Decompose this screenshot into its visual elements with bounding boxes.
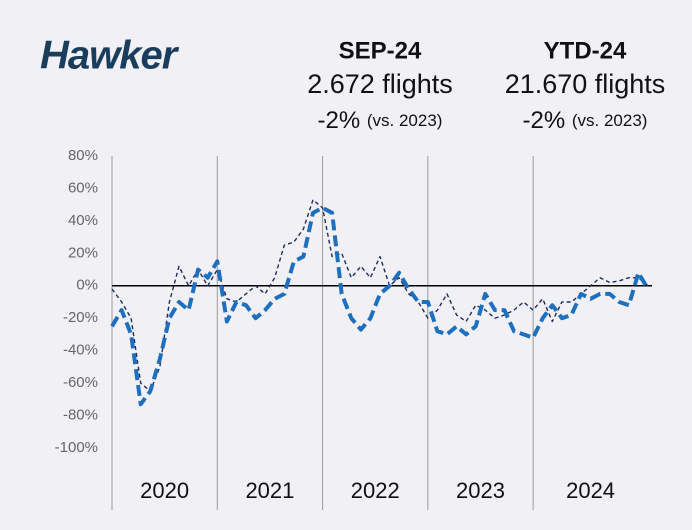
stat-flights: 21.670 flights bbox=[505, 69, 666, 99]
x-tick-label: 2020 bbox=[140, 478, 189, 503]
stat-change: -2% (vs. 2023) bbox=[523, 107, 648, 134]
stat-period: SEP-24 bbox=[339, 37, 422, 64]
y-tick-label: 40% bbox=[68, 212, 98, 229]
y-tick-label: 0% bbox=[76, 277, 98, 294]
x-tick-label: 2022 bbox=[351, 478, 400, 503]
x-tick-label: 2023 bbox=[456, 478, 505, 503]
stat-note: (vs. 2023) bbox=[367, 111, 443, 130]
stat-change: -2% (vs. 2023) bbox=[318, 107, 443, 134]
stat-note: (vs. 2023) bbox=[572, 111, 648, 130]
y-tick-label: -100% bbox=[55, 439, 98, 456]
stat-change-value: -2% bbox=[523, 107, 566, 134]
y-tick-label: -40% bbox=[63, 342, 98, 359]
y-tick-label: -80% bbox=[63, 407, 98, 424]
y-tick-label: 20% bbox=[68, 244, 98, 261]
stat-flights: 2.672 flights bbox=[307, 69, 453, 99]
x-tick-label: 2021 bbox=[245, 478, 294, 503]
stats: SEP-24 2.672 flights -2% (vs. 2023) YTD-… bbox=[307, 37, 665, 134]
stat-period: YTD-24 bbox=[544, 37, 627, 64]
series-line bbox=[111, 199, 649, 392]
logo: Hawker bbox=[40, 34, 180, 78]
y-tick-label: -20% bbox=[63, 309, 98, 326]
y-tick-label: 80% bbox=[68, 147, 98, 164]
x-tick-label: 2024 bbox=[566, 478, 615, 503]
y-tick-label: 60% bbox=[68, 179, 98, 196]
y-tick-label: -60% bbox=[63, 374, 98, 391]
stat-change-value: -2% bbox=[318, 107, 361, 134]
